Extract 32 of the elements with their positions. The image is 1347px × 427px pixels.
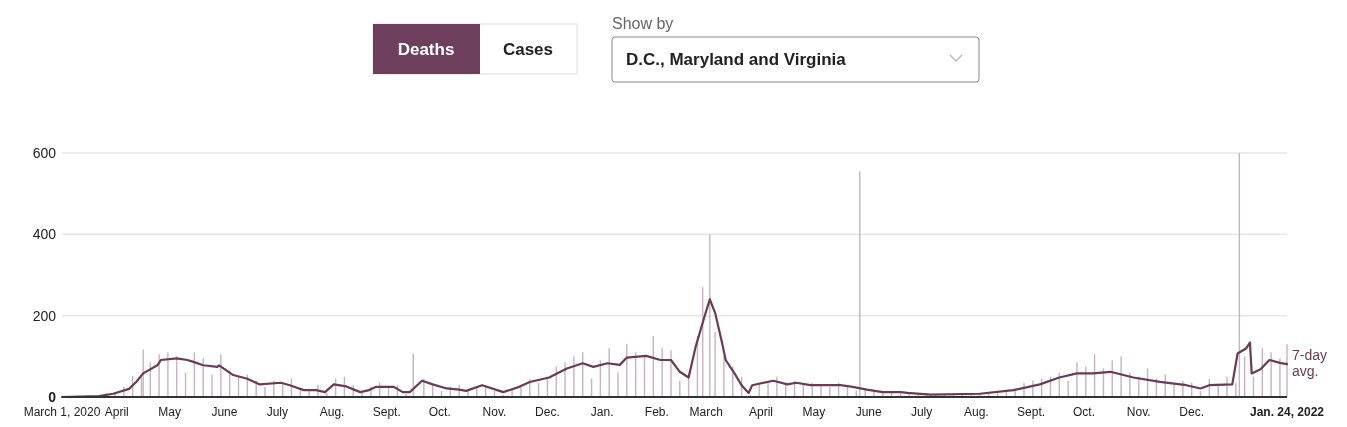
x-tick-label: June (211, 405, 238, 419)
x-tick-label: May (802, 405, 826, 419)
x-tick-label: Feb. (644, 405, 669, 419)
x-tick-label: Aug. (319, 405, 345, 419)
x-tick-label: Sept. (1017, 405, 1046, 419)
x-tick-label: Jan. (590, 405, 614, 419)
x-tick-label: July (266, 405, 289, 419)
x-tick-label: Aug. (963, 405, 989, 419)
x-tick-label: Oct. (1073, 405, 1096, 419)
text: Show by (612, 15, 674, 32)
y-tick-label: 0 (48, 389, 57, 405)
x-tick-label: Sept. (372, 405, 401, 419)
x-tick-label: Jan. 24, 2022 (1249, 405, 1325, 419)
y-tick-label: 400 (32, 226, 57, 243)
x-tick-label: Dec. (535, 405, 560, 419)
x-tick-label: March (689, 405, 723, 419)
x-tick-label: Dec. (1179, 405, 1205, 419)
x-tick-label: Nov. (1126, 405, 1151, 419)
y-tick-label: 600 (32, 145, 57, 161)
x-tick-label: May (158, 405, 182, 419)
x-tick-label: July (910, 405, 933, 419)
x-tick-label: Nov. (482, 405, 507, 419)
series-label: 7-day avg. (1292, 347, 1328, 380)
x-tick-label: Oct. (428, 405, 451, 419)
y-tick-label: 200 (32, 307, 57, 324)
x-tick-label: March 1, 2020 (23, 405, 101, 419)
x-tick-label: April (748, 405, 773, 419)
x-tick-label: June (855, 405, 882, 419)
text: Cases (502, 40, 554, 59)
text: Deaths (397, 40, 455, 59)
text: D.C., Maryland and Virginia (626, 50, 847, 69)
x-tick-label: April (104, 405, 129, 419)
